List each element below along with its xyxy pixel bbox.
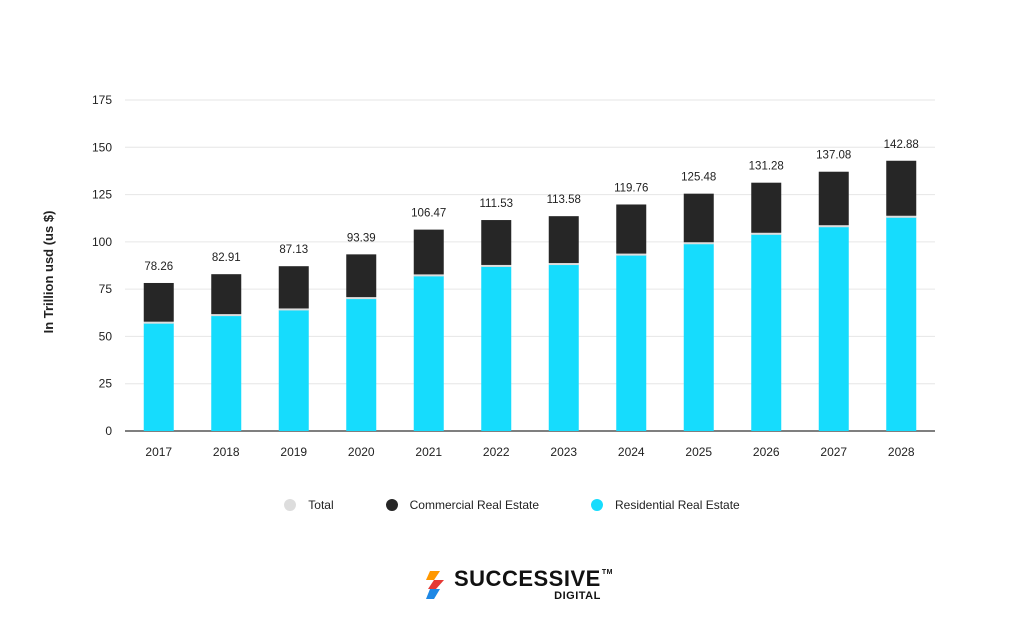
bar-separator bbox=[211, 314, 242, 317]
stacked-bar-chart: 0 25 50 75 100 125 150 175 78.26 82.91 87.13 93.39… bbox=[41, 93, 935, 459]
bar-residential[interactable] bbox=[751, 234, 782, 431]
y-tick-label: 150 bbox=[92, 140, 112, 154]
legend-label-total: Total bbox=[308, 498, 334, 512]
bar-residential[interactable] bbox=[278, 309, 309, 431]
bar-commercial[interactable] bbox=[143, 282, 174, 322]
y-tick-label: 125 bbox=[92, 188, 112, 202]
bar-separator bbox=[616, 253, 647, 256]
bar-commercial[interactable] bbox=[278, 266, 309, 309]
successive-digital-logo: SUCCESSIVE TM DIGITAL bbox=[426, 566, 613, 602]
bar-commercial[interactable] bbox=[886, 160, 917, 216]
x-tick-label: 2028 bbox=[888, 445, 915, 459]
bar-commercial[interactable] bbox=[413, 229, 444, 275]
bar-separator bbox=[548, 263, 579, 266]
x-tick-label: 2027 bbox=[820, 445, 847, 459]
legend-label-residential: Residential Real Estate bbox=[615, 498, 740, 512]
y-tick-label: 0 bbox=[105, 424, 112, 438]
logo-name: SUCCESSIVE TM bbox=[454, 566, 613, 591]
x-tick-label: 2022 bbox=[483, 445, 510, 459]
bar-separator bbox=[481, 264, 512, 267]
x-tick-label: 2017 bbox=[145, 445, 172, 459]
legend-label-commercial: Commercial Real Estate bbox=[409, 498, 539, 512]
y-tick-label: 50 bbox=[99, 329, 113, 343]
bar-separator bbox=[346, 297, 377, 300]
legend-item-total[interactable]: Total bbox=[284, 498, 334, 512]
gridlines bbox=[125, 99, 935, 432]
bar-residential[interactable] bbox=[818, 226, 849, 431]
bar-commercial[interactable] bbox=[211, 274, 242, 315]
bar-commercial[interactable] bbox=[481, 220, 512, 265]
bar-commercial[interactable] bbox=[616, 204, 647, 254]
data-label-total: 142.88 bbox=[884, 139, 919, 151]
legend: Total Commercial Real Estate Residential… bbox=[0, 498, 1024, 512]
bar-separator bbox=[683, 242, 714, 245]
data-label-total: 119.76 bbox=[614, 182, 648, 194]
data-label-total: 113.58 bbox=[547, 194, 581, 206]
bar-commercial[interactable] bbox=[683, 193, 714, 243]
bar-commercial[interactable] bbox=[548, 216, 579, 264]
bar-residential[interactable] bbox=[616, 255, 647, 431]
bar-commercial[interactable] bbox=[751, 182, 782, 233]
legend-swatch-residential bbox=[591, 499, 603, 511]
data-label-total: 82.91 bbox=[212, 252, 241, 264]
data-label-total: 137.08 bbox=[816, 150, 851, 162]
x-tick-label: 2024 bbox=[618, 445, 645, 459]
bar-separator bbox=[278, 308, 309, 311]
data-label-total: 93.39 bbox=[347, 232, 376, 244]
legend-item-commercial[interactable]: Commercial Real Estate bbox=[385, 498, 539, 512]
bar-residential[interactable] bbox=[211, 315, 242, 431]
logo-mark-icon bbox=[426, 571, 444, 599]
bar-residential[interactable] bbox=[143, 323, 174, 431]
data-labels: 78.26 82.91 87.13 93.39 106.47 111.53 113.58 11… bbox=[144, 139, 918, 273]
x-tick-label: 2023 bbox=[550, 445, 577, 459]
x-tick-label: 2018 bbox=[213, 445, 240, 459]
logo-sub: DIGITAL bbox=[554, 590, 601, 602]
bar-separator bbox=[143, 321, 174, 324]
y-axis-ticks: 0 25 50 75 100 125 150 175 bbox=[92, 93, 112, 438]
x-axis-ticks: 2017 2018 2019 2020 2021 2022 2023 2024 2025 2026… bbox=[145, 445, 915, 459]
data-label-total: 106.47 bbox=[411, 208, 446, 220]
y-tick-label: 175 bbox=[92, 93, 112, 107]
data-label-total: 111.53 bbox=[480, 198, 513, 210]
data-label-total: 87.13 bbox=[279, 244, 308, 256]
y-tick-label: 100 bbox=[92, 235, 112, 249]
bar-residential[interactable] bbox=[413, 275, 444, 431]
y-tick-label: 75 bbox=[99, 282, 113, 296]
bar-separator bbox=[818, 225, 849, 228]
x-tick-label: 2019 bbox=[280, 445, 307, 459]
bar-separator bbox=[886, 215, 917, 218]
x-tick-label: 2025 bbox=[685, 445, 712, 459]
legend-swatch-total bbox=[284, 499, 297, 511]
data-label-total: 131.28 bbox=[749, 161, 784, 173]
y-axis-label: In Trillion usd (us $) bbox=[41, 211, 56, 334]
bar-residential[interactable] bbox=[886, 217, 917, 431]
x-tick-label: 2021 bbox=[415, 445, 442, 459]
x-tick-label: 2020 bbox=[348, 445, 375, 459]
data-label-total: 78.26 bbox=[144, 261, 173, 273]
legend-item-residential[interactable]: Residential Real Estate bbox=[591, 498, 740, 512]
bar-residential[interactable] bbox=[346, 298, 377, 431]
x-tick-label: 2026 bbox=[753, 445, 780, 459]
bar-residential[interactable] bbox=[548, 264, 579, 431]
legend-swatch-commercial bbox=[385, 499, 398, 511]
y-tick-label: 25 bbox=[99, 377, 113, 391]
bar-separator bbox=[751, 232, 782, 235]
bar-commercial[interactable] bbox=[346, 254, 377, 298]
data-label-total: 125.48 bbox=[681, 172, 716, 184]
bars bbox=[143, 160, 917, 431]
bar-residential[interactable] bbox=[683, 243, 714, 431]
bar-residential[interactable] bbox=[481, 266, 512, 431]
bar-separator bbox=[413, 274, 444, 277]
bar-commercial[interactable] bbox=[818, 171, 849, 226]
